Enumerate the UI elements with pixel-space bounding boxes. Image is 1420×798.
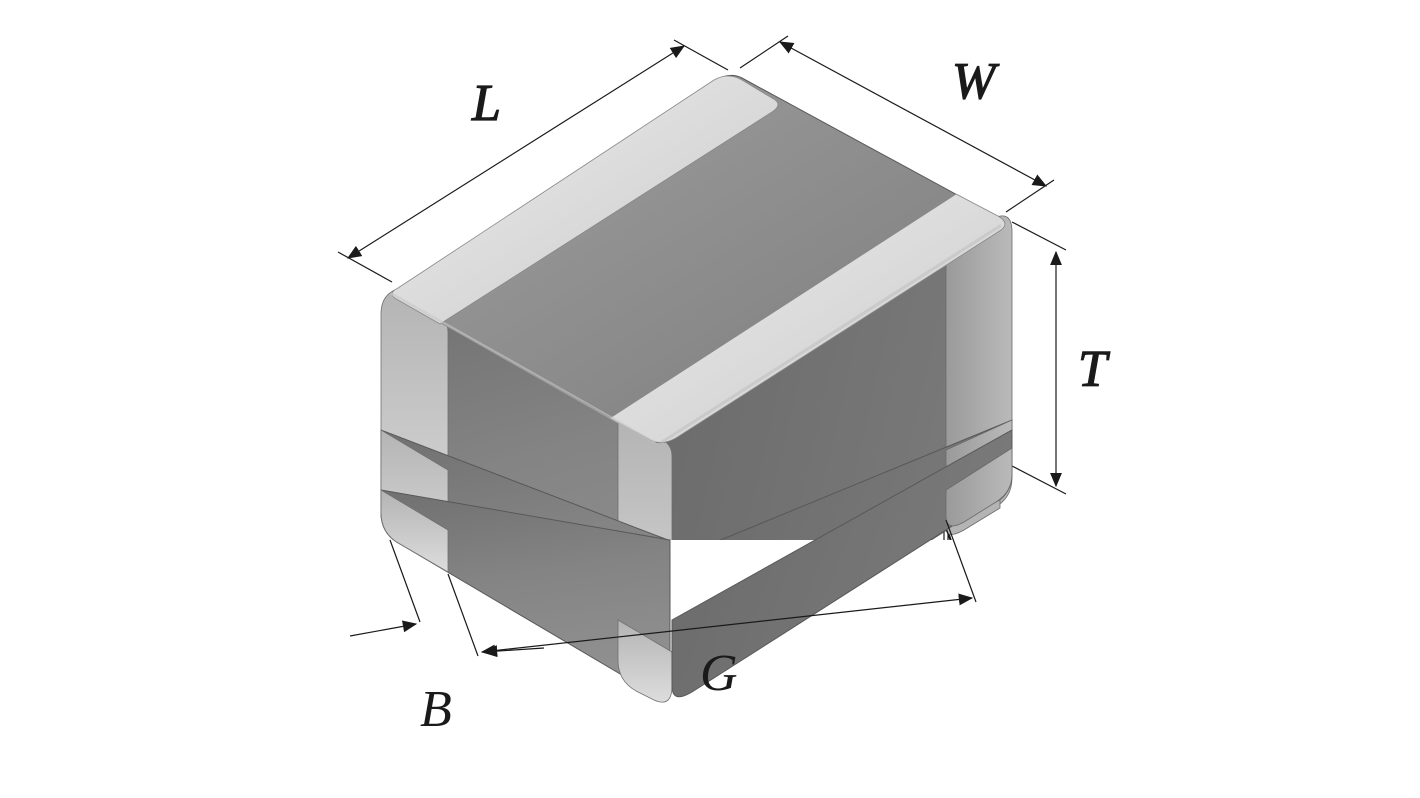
label-G: G [700, 645, 738, 702]
label-L: L [471, 75, 501, 132]
dimension-T: T [1012, 222, 1110, 494]
component-dimension-diagram: L W T [0, 0, 1420, 798]
label-W: W [952, 53, 1000, 110]
label-B: B [420, 681, 452, 738]
label-T: T [1078, 341, 1110, 398]
